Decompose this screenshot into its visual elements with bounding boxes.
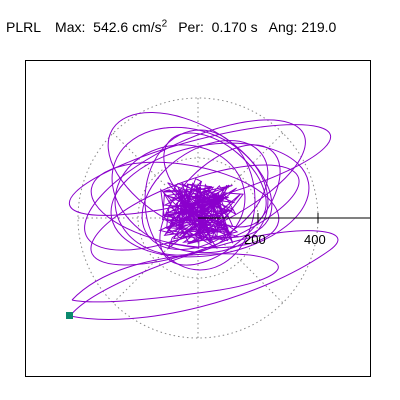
particle-motion-trace	[68, 112, 339, 320]
station-code: PLRL	[6, 19, 42, 35]
trace-core-scribble	[158, 178, 245, 250]
max-label: Max:	[55, 19, 86, 35]
plot-header: PLRL Max: 542.6 cm/s2 Per: 0.170 s Ang: 219…	[6, 19, 336, 35]
angle-value: 219.0	[301, 19, 337, 35]
trace-loop	[141, 139, 269, 251]
trace-loop	[84, 119, 306, 251]
ring-label-400: 400	[304, 232, 326, 247]
ring-label-200: 200	[244, 232, 266, 247]
trace-loop	[114, 144, 246, 256]
period-value: 0.170 s	[211, 19, 258, 35]
trace-tail	[69, 230, 339, 320]
trace-loop	[107, 112, 273, 238]
trace-loop	[90, 164, 300, 266]
trace-loop	[144, 129, 256, 271]
angle-label: Ang:	[268, 19, 298, 35]
radial-axis: 200 400	[198, 213, 371, 247]
max-value: 542.6 cm/s	[93, 19, 162, 35]
period-label: Per:	[178, 19, 204, 35]
start-marker	[66, 312, 73, 319]
max-unit-exponent: 2	[161, 18, 168, 30]
